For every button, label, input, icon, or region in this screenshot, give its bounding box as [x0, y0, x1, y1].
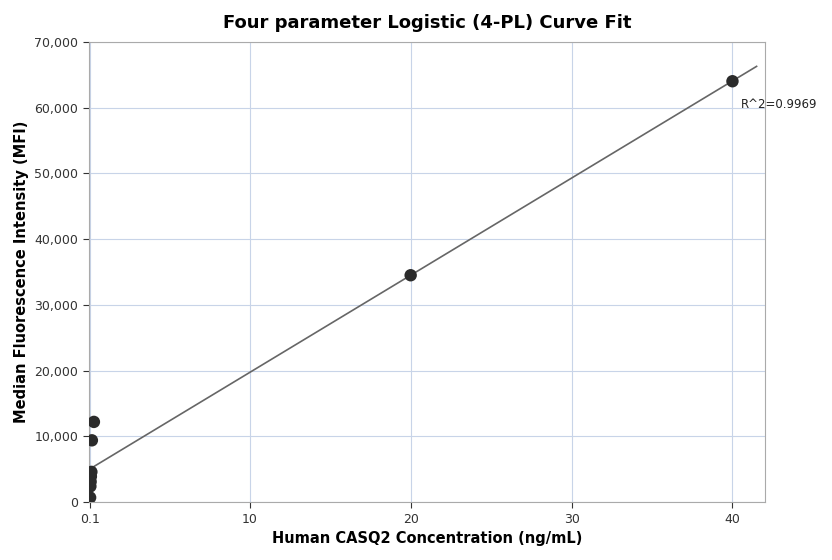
Point [726, 77, 739, 86]
Point [84, 472, 97, 481]
Point [87, 417, 101, 426]
Point [83, 493, 97, 502]
Point [85, 468, 98, 477]
Text: R^2=0.9969: R^2=0.9969 [740, 98, 817, 111]
Point [404, 271, 418, 280]
X-axis label: Human CASQ2 Concentration (ng/mL): Human CASQ2 Concentration (ng/mL) [271, 531, 582, 546]
Point [84, 482, 97, 491]
Title: Four parameter Logistic (4-PL) Curve Fit: Four parameter Logistic (4-PL) Curve Fit [222, 14, 631, 32]
Y-axis label: Median Fluorescence Intensity (MFI): Median Fluorescence Intensity (MFI) [14, 121, 29, 423]
Point [84, 477, 97, 486]
Point [85, 436, 98, 445]
